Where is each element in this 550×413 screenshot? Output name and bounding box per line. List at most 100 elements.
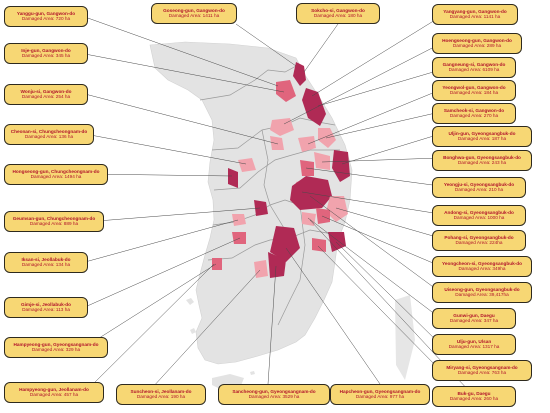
province-boundaries <box>199 64 340 326</box>
region-pohang <box>326 196 348 222</box>
region-hongseong <box>228 168 238 188</box>
label-name: Sancheong-gun, Gyeongsangnam-do <box>232 388 316 394</box>
region-gangneung <box>302 88 326 126</box>
label-damage: Damaged Area: 136 ha <box>24 133 74 139</box>
label-damage: Damaged Area: 254 ha <box>21 93 71 99</box>
label-hapcheon: Hapcheon-gun, Gyeongsangnam-do Damaged Ar… <box>330 384 430 405</box>
korea-landmass <box>149 41 353 365</box>
label-name: Hampyeong-gun, Jeollanam-do <box>19 386 89 392</box>
label-inje: Inje-gun, Gangwon-do Damaged Area: 345 ha <box>4 43 88 64</box>
leader-lines <box>84 16 471 393</box>
label-name: Iksan-si, Jeollabuk-do <box>21 256 71 262</box>
label-yeongwol: Yeongwol-gun, Gangwon-do Damaged Area: 18… <box>432 80 516 101</box>
damaged-regions <box>212 62 350 278</box>
label-ulju: Ulju-gun, Ulsan Damaged Area: 1317 ha <box>432 334 516 355</box>
label-damage: Damaged Area: 720 ha <box>21 15 71 21</box>
label-damage: Damaged Area: 763 ha <box>457 369 507 375</box>
label-yeongju: Yeongju-si, Gyeongsangbuk-do Damaged Area… <box>432 177 526 198</box>
label-name: Buk-gu, Daegu <box>457 390 491 396</box>
label-damage: Damaged Area: 243 ha <box>457 159 507 165</box>
label-cheonan: Cheonan-si, Chungcheongnam-do Damaged Are… <box>4 124 94 145</box>
label-buk-gu: Buk-gu, Daegu Damaged Area: 260 ha <box>432 386 516 407</box>
label-name: Miryang-si, Gyeongsangnam-do <box>446 364 518 370</box>
label-uljin: Uljin-gun, Gyeongsangbuk-do Damaged Area:… <box>432 126 532 147</box>
label-damage: Damaged Area: 180 ha <box>313 12 363 18</box>
label-damage: Damaged Area: 1494 ha <box>30 173 82 179</box>
label-hampyeong-jn: Hampyeong-gun, Jeollanam-do Damaged Area:… <box>4 382 104 403</box>
label-name: Wonju-si, Gangwon-do <box>20 88 72 94</box>
region-sancheong <box>268 252 286 278</box>
region-yeongwol <box>298 136 316 152</box>
label-iksan: Iksan-si, Jeollabuk-do Damaged Area: 134 … <box>4 252 88 273</box>
region-yanggu-inje <box>276 80 296 102</box>
region-wonju <box>270 136 284 150</box>
label-name: Geumsan-gun, Chungcheongnam-do <box>12 215 96 221</box>
label-damage: Damaged Area: 1141 ha <box>449 13 501 19</box>
label-hoengseong: Hoengseong-gun, Gangwon-do Damaged Area: … <box>432 33 522 54</box>
label-pohang: Pohang-si, Gyeongsangbuk-do Damaged Area:… <box>432 230 526 251</box>
label-name: Ulju-gun, Ulsan <box>456 338 492 344</box>
label-damage: Damaged Area: 457 ha <box>29 391 79 397</box>
label-damage: Damaged Area: 1411 ha <box>168 12 220 18</box>
label-damage: Damaged Area: 134 ha <box>21 261 71 267</box>
label-andong: Andong-si, Gyeongsangbuk-do Damaged Area:… <box>432 205 526 226</box>
label-name: Hapcheon-gun, Gyeongsangnam-do <box>339 388 421 394</box>
label-name: Hoengseong-gun, Gangwon-do <box>442 37 512 43</box>
label-damage: Damaged Area: 224ha <box>455 239 503 245</box>
label-damage: Damaged Area: 329 ha <box>31 346 81 352</box>
label-name: Samcheok-si, Gangwon-do <box>443 107 505 113</box>
label-damage: Damaged Area: 289 ha <box>452 42 502 48</box>
label-name: Yeongcheon-si, Gyeongsangbuk-do <box>442 260 522 266</box>
label-name: Yeongwol-gun, Gangwon-do <box>442 84 506 90</box>
label-bonghwa: Bonghwa-gun, Gyeongsangbuk-do Damaged Are… <box>432 150 532 171</box>
label-damage: Damaged Area: 184 ha <box>449 89 499 95</box>
region-cheonan <box>238 158 256 172</box>
label-samcheok: Samcheok-si, Gangwon-do Damaged Area: 270… <box>432 103 516 124</box>
label-suncheon: Suncheon-si, Jeollanam-do Damaged Area: 1… <box>116 384 206 405</box>
label-name: Sokcho-si, Gangwon-do <box>311 7 365 13</box>
region-yeongcheon <box>316 208 330 224</box>
label-gangneung: Gangneung-si, Gangwon-do Damaged Area: 61… <box>432 57 516 78</box>
label-name: Gunwi-gun, Daegu <box>453 312 495 318</box>
region-bonghwa <box>314 152 330 170</box>
label-uiseong: Uiseong-gun, Gyeongsangbuk-do Damaged Are… <box>432 282 532 303</box>
label-damage: Damaged Area: 1000 ha <box>453 214 505 220</box>
label-name: Pohang-si, Gyeongsangbuk-do <box>444 234 514 240</box>
label-damage: Damaged Area: 260 ha <box>449 395 499 401</box>
label-yanggu: Yanggu-gun, Gangwon-do Damaged Area: 720 … <box>4 6 88 27</box>
region-uljin <box>332 150 350 182</box>
label-damage: Damaged Area: 187 ha <box>457 135 507 141</box>
label-damage: Damaged Area: 1317 ha <box>448 343 500 349</box>
label-damage: Damaged Area: 889 ha <box>29 220 79 226</box>
region-goseong <box>293 62 306 86</box>
label-name: Yangyang-gun, Gangwon-do <box>443 8 507 14</box>
label-name: Gangneung-si, Gangwon-do <box>442 61 506 67</box>
region-geumsan <box>254 200 268 216</box>
label-name: Andong-si, Gyeongsangbuk-do <box>444 209 514 215</box>
label-name: Suncheon-si, Jeollanam-do <box>130 388 192 394</box>
label-name: Yeongju-si, Gyeongsangbuk-do <box>443 181 515 187</box>
label-name: Hongseong-gun, Chungcheongnam-do <box>12 168 100 174</box>
label-damage: Damaged Area: 190 ha <box>136 393 186 399</box>
label-damage: Damaged Area: 347 ha <box>449 317 499 323</box>
label-name: Uiseong-gun, Gyeongsangbuk-do <box>444 286 520 292</box>
label-name: Cheonan-si, Chungcheongnam-do <box>10 128 88 134</box>
label-gimje: Gimje-si, Jeollabuk-do Damaged Area: 113 … <box>4 297 88 318</box>
label-damage: Damaged Area: 270 ha <box>449 112 499 118</box>
region-hapcheon <box>270 226 300 262</box>
label-name: Bonghwa-gun, Gyeongsangbuk-do <box>443 154 521 160</box>
label-damage: Damaged Area: 3529 ha <box>248 393 300 399</box>
label-miryang: Miryang-si, Gyeongsangnam-do Damaged Area… <box>432 360 532 381</box>
label-hongseong: Hongseong-gun, Chungcheongnam-do Damaged … <box>4 164 108 185</box>
label-damage: Damaged Area: 345 ha <box>21 52 71 58</box>
region-gimje <box>232 232 246 244</box>
label-name: Uljin-gun, Gyeongsangbuk-do <box>448 130 516 136</box>
region-miryang <box>312 238 326 252</box>
label-sancheong: Sancheong-gun, Gyeongsangnam-do Damaged A… <box>218 384 330 405</box>
label-damage: Damaged Area: 349ha <box>458 265 506 271</box>
label-hampyeong-gn: Hampyeong-gun, Gyeongsangnam-do Damaged A… <box>4 337 108 358</box>
label-wonju: Wonju-si, Gangwon-do Damaged Area: 254 ha <box>4 84 88 105</box>
label-yangyang: Yangyang-gun, Gangwon-do Damaged Area: 11… <box>432 4 518 25</box>
label-name: Goseong-gun, Gangwon-do <box>163 7 225 13</box>
